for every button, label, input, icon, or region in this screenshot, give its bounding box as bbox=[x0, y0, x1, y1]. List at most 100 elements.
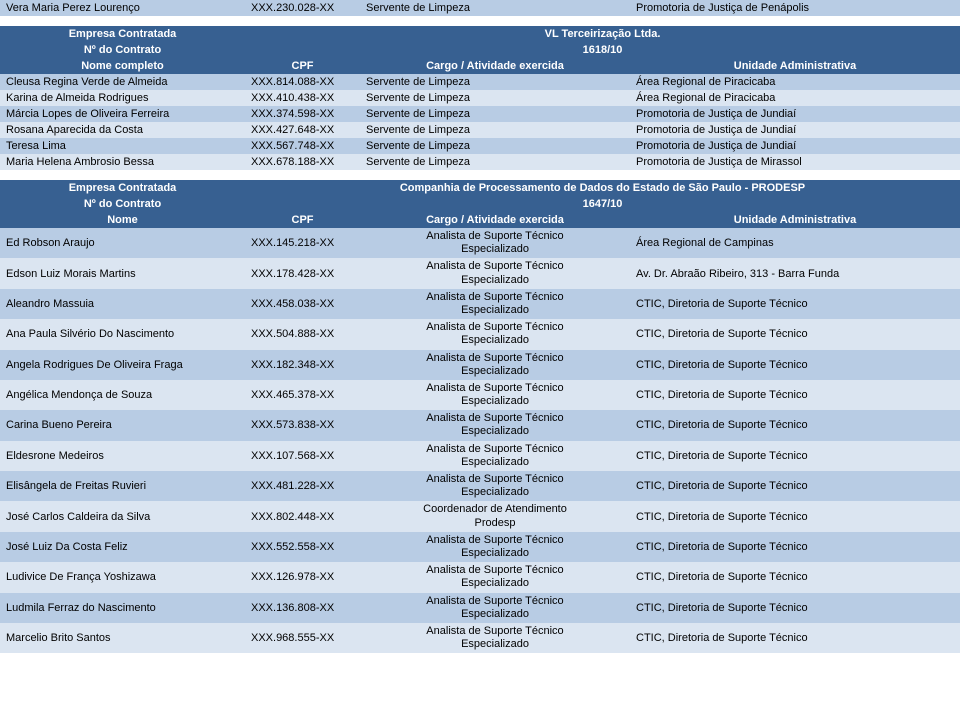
cell-cpf: XXX.126.978-XX bbox=[245, 562, 360, 592]
contract-label: Nº do Contrato bbox=[0, 196, 245, 212]
col-header-name: Nome completo bbox=[0, 58, 245, 74]
cell-cpf: XXX.802.448-XX bbox=[245, 501, 360, 531]
col-header-unit: Unidade Administrativa bbox=[630, 58, 960, 74]
table-row: Karina de Almeida RodriguesXXX.410.438-X… bbox=[0, 90, 960, 106]
cell-name: Ludivice De França Yoshizawa bbox=[0, 562, 245, 592]
table-row: Márcia Lopes de Oliveira FerreiraXXX.374… bbox=[0, 106, 960, 122]
table-row: Ludivice De França YoshizawaXXX.126.978-… bbox=[0, 562, 960, 592]
cell-cpf: XXX.136.808-XX bbox=[245, 593, 360, 623]
cell-unit: CTIC, Diretoria de Suporte Técnico bbox=[630, 501, 960, 531]
cell-name: Vera Maria Perez Lourenço bbox=[0, 0, 245, 16]
cell-cargo: Analista de Suporte TécnicoEspecializado bbox=[360, 380, 630, 410]
cell-name: Rosana Aparecida da Costa bbox=[0, 122, 245, 138]
contract-value: 1647/10 bbox=[245, 196, 960, 212]
cell-cpf: XXX.107.568-XX bbox=[245, 441, 360, 471]
cell-name: Karina de Almeida Rodrigues bbox=[0, 90, 245, 106]
col-header-unit: Unidade Administrativa bbox=[630, 212, 960, 228]
contract-row: Nº do Contrato 1647/10 bbox=[0, 196, 960, 212]
cell-cargo: Analista de Suporte TécnicoEspecializado bbox=[360, 623, 630, 653]
spacer bbox=[0, 170, 960, 180]
cell-cargo: Servente de Limpeza bbox=[360, 154, 630, 170]
cell-cpf: XXX.178.428-XX bbox=[245, 258, 360, 288]
cell-unit: Promotoria de Justiça de Jundiaí bbox=[630, 106, 960, 122]
cell-unit: CTIC, Diretoria de Suporte Técnico bbox=[630, 623, 960, 653]
cell-unit: CTIC, Diretoria de Suporte Técnico bbox=[630, 350, 960, 380]
cell-name: Edson Luiz Morais Martins bbox=[0, 258, 245, 288]
cell-unit: Promotoria de Justiça de Jundiaí bbox=[630, 122, 960, 138]
cell-cpf: XXX.182.348-XX bbox=[245, 350, 360, 380]
table-row: Angela Rodrigues De Oliveira FragaXXX.18… bbox=[0, 350, 960, 380]
cell-unit: CTIC, Diretoria de Suporte Técnico bbox=[630, 380, 960, 410]
table-row: Ana Paula Silvério Do NascimentoXXX.504.… bbox=[0, 319, 960, 349]
cell-unit: CTIC, Diretoria de Suporte Técnico bbox=[630, 289, 960, 319]
company-value: Companhia de Processamento de Dados do E… bbox=[245, 180, 960, 196]
cell-cargo: Analista de Suporte TécnicoEspecializado bbox=[360, 228, 630, 258]
table-row: Rosana Aparecida da CostaXXX.427.648-XXS… bbox=[0, 122, 960, 138]
company-label: Empresa Contratada bbox=[0, 180, 245, 196]
table-row: Teresa LimaXXX.567.748-XXServente de Lim… bbox=[0, 138, 960, 154]
company-row: Empresa Contratada VL Terceirização Ltda… bbox=[0, 26, 960, 42]
table-row: Elisângela de Freitas RuvieriXXX.481.228… bbox=[0, 471, 960, 501]
col-header-name: Nome bbox=[0, 212, 245, 228]
cell-cargo: Analista de Suporte TécnicoEspecializado bbox=[360, 593, 630, 623]
cell-name: Cleusa Regina Verde de Almeida bbox=[0, 74, 245, 90]
cell-cargo: Analista de Suporte TécnicoEspecializado bbox=[360, 532, 630, 562]
table-row: Ed Robson AraujoXXX.145.218-XXAnalista d… bbox=[0, 228, 960, 258]
cell-unit: CTIC, Diretoria de Suporte Técnico bbox=[630, 471, 960, 501]
cell-cpf: XXX.230.028-XX bbox=[245, 0, 360, 16]
cell-cpf: XXX.145.218-XX bbox=[245, 228, 360, 258]
table-row: Ludmila Ferraz do NascimentoXXX.136.808-… bbox=[0, 593, 960, 623]
cell-unit: CTIC, Diretoria de Suporte Técnico bbox=[630, 441, 960, 471]
section1-table: Empresa Contratada VL Terceirização Ltda… bbox=[0, 26, 960, 170]
cell-cpf: XXX.573.838-XX bbox=[245, 410, 360, 440]
cell-name: Maria Helena Ambrosio Bessa bbox=[0, 154, 245, 170]
cell-cargo: Servente de Limpeza bbox=[360, 74, 630, 90]
table-row: José Luiz Da Costa FelizXXX.552.558-XXAn… bbox=[0, 532, 960, 562]
column-header-row: Nome CPF Cargo / Atividade exercida Unid… bbox=[0, 212, 960, 228]
cell-cargo: Analista de Suporte TécnicoEspecializado bbox=[360, 562, 630, 592]
cell-name: Márcia Lopes de Oliveira Ferreira bbox=[0, 106, 245, 122]
cell-unit: Promotoria de Justiça de Mirassol bbox=[630, 154, 960, 170]
cell-unit: Área Regional de Piracicaba bbox=[630, 74, 960, 90]
table-row: Vera Maria Perez Lourenço XXX.230.028-XX… bbox=[0, 0, 960, 16]
cell-cpf: XXX.481.228-XX bbox=[245, 471, 360, 501]
table-row: Aleandro MassuiaXXX.458.038-XXAnalista d… bbox=[0, 289, 960, 319]
cell-unit: Área Regional de Piracicaba bbox=[630, 90, 960, 106]
cell-name: Ana Paula Silvério Do Nascimento bbox=[0, 319, 245, 349]
cell-cpf: XXX.814.088-XX bbox=[245, 74, 360, 90]
cell-cpf: XXX.678.188-XX bbox=[245, 154, 360, 170]
cell-cargo: Servente de Limpeza bbox=[360, 122, 630, 138]
table-row: Cleusa Regina Verde de AlmeidaXXX.814.08… bbox=[0, 74, 960, 90]
company-value: VL Terceirização Ltda. bbox=[245, 26, 960, 42]
col-header-cargo: Cargo / Atividade exercida bbox=[360, 58, 630, 74]
cell-cpf: XXX.410.438-XX bbox=[245, 90, 360, 106]
cell-name: José Luiz Da Costa Feliz bbox=[0, 532, 245, 562]
cell-name: Aleandro Massuia bbox=[0, 289, 245, 319]
cell-cargo: Analista de Suporte TécnicoEspecializado bbox=[360, 258, 630, 288]
cell-cpf: XXX.374.598-XX bbox=[245, 106, 360, 122]
cell-cpf: XXX.552.558-XX bbox=[245, 532, 360, 562]
col-header-cpf: CPF bbox=[245, 58, 360, 74]
cell-cargo: Analista de Suporte TécnicoEspecializado bbox=[360, 441, 630, 471]
column-header-row: Nome completo CPF Cargo / Atividade exer… bbox=[0, 58, 960, 74]
table-row: Maria Helena Ambrosio BessaXXX.678.188-X… bbox=[0, 154, 960, 170]
spacer bbox=[0, 16, 960, 26]
cell-cargo: Analista de Suporte TécnicoEspecializado bbox=[360, 350, 630, 380]
section2-table: Empresa Contratada Companhia de Processa… bbox=[0, 180, 960, 653]
cell-name: Ludmila Ferraz do Nascimento bbox=[0, 593, 245, 623]
cell-unit: Promotoria de Justiça de Penápolis bbox=[630, 0, 960, 16]
cell-cargo: Analista de Suporte TécnicoEspecializado bbox=[360, 410, 630, 440]
table-row: Marcelio Brito SantosXXX.968.555-XXAnali… bbox=[0, 623, 960, 653]
cell-unit: Promotoria de Justiça de Jundiaí bbox=[630, 138, 960, 154]
table-row: Angélica Mendonça de SouzaXXX.465.378-XX… bbox=[0, 380, 960, 410]
contract-value: 1618/10 bbox=[245, 42, 960, 58]
table-row: Eldesrone MedeirosXXX.107.568-XXAnalista… bbox=[0, 441, 960, 471]
cell-cpf: XXX.458.038-XX bbox=[245, 289, 360, 319]
cell-cpf: XXX.504.888-XX bbox=[245, 319, 360, 349]
cell-unit: CTIC, Diretoria de Suporte Técnico bbox=[630, 593, 960, 623]
cell-name: Eldesrone Medeiros bbox=[0, 441, 245, 471]
contract-row: Nº do Contrato 1618/10 bbox=[0, 42, 960, 58]
cell-cargo: Analista de Suporte TécnicoEspecializado bbox=[360, 319, 630, 349]
cell-cargo: Analista de Suporte TécnicoEspecializado bbox=[360, 289, 630, 319]
table-row: Carina Bueno PereiraXXX.573.838-XXAnalis… bbox=[0, 410, 960, 440]
